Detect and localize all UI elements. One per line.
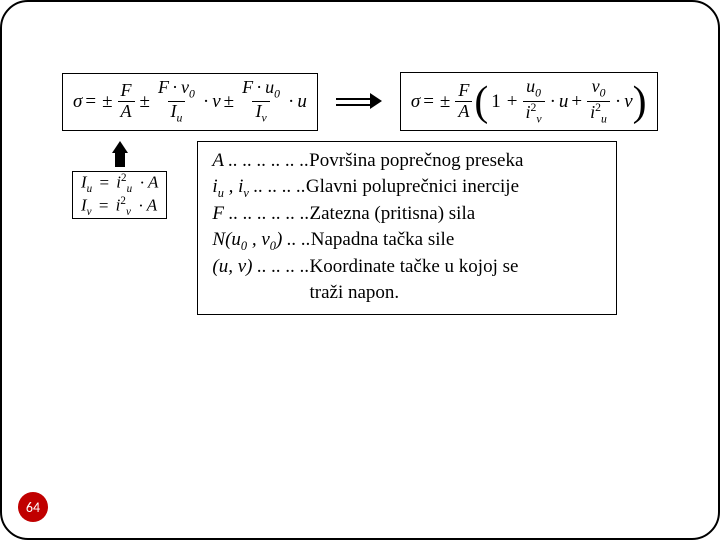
def-row-coords-cont: (u, v) .. .. .. .. traži napon.	[212, 280, 602, 306]
equation-row: σ =± F A ± F·v0 Iu ·v ± F·u0 Iv ·u σ =±	[62, 72, 678, 131]
equation-sigma-expanded: σ =± F A ± F·v0 Iu ·v ± F·u0 Iv ·u	[62, 73, 318, 131]
page-number: 64	[26, 499, 40, 516]
term-F-over-A: F A	[455, 81, 472, 122]
up-arrow-icon	[112, 141, 128, 167]
def-row-point-of-attack: N(u0 , v0) .. .. Napadna tačka sile	[212, 227, 602, 254]
def-row-coords: (u, v) .. .. .. .. Koordinate tačke u ko…	[212, 254, 602, 280]
def-row-area: A .. .. .. .. .. .. Površina poprečnog p…	[212, 148, 602, 174]
implies-arrow-icon	[336, 94, 382, 110]
page-number-badge: 64	[18, 492, 48, 522]
def-row-force: F .. .. .. .. .. .. Zatezna (pritisna) s…	[212, 201, 602, 227]
definitions-box: A .. .. .. .. .. .. Površina poprečnog p…	[197, 141, 617, 314]
term-Fu0-over-Iv: F·u0 Iv	[239, 78, 283, 126]
equation-radii-of-gyration: Iu = i2u ·A Iv = i2v ·A	[72, 171, 167, 219]
def-row-radii: iu , iv .. .. .. .. Glavni poluprečnici …	[212, 174, 602, 201]
equation-sigma-compact: σ =± F A ( 1 + u0 i2v ·u + v0 i2u ·v )	[400, 72, 658, 131]
term-Fv0-over-Iu: F·v0 Iu	[155, 78, 198, 126]
sym-sigma: σ	[73, 91, 82, 113]
radii-column: Iu = i2u ·A Iv = i2v ·A	[72, 141, 167, 219]
sym-sigma: σ	[411, 91, 420, 113]
term-u0-over-iv2: u0 i2v	[523, 77, 545, 126]
term-F-over-A: F A	[118, 81, 135, 122]
term-v0-over-iu2: v0 i2u	[587, 77, 610, 126]
